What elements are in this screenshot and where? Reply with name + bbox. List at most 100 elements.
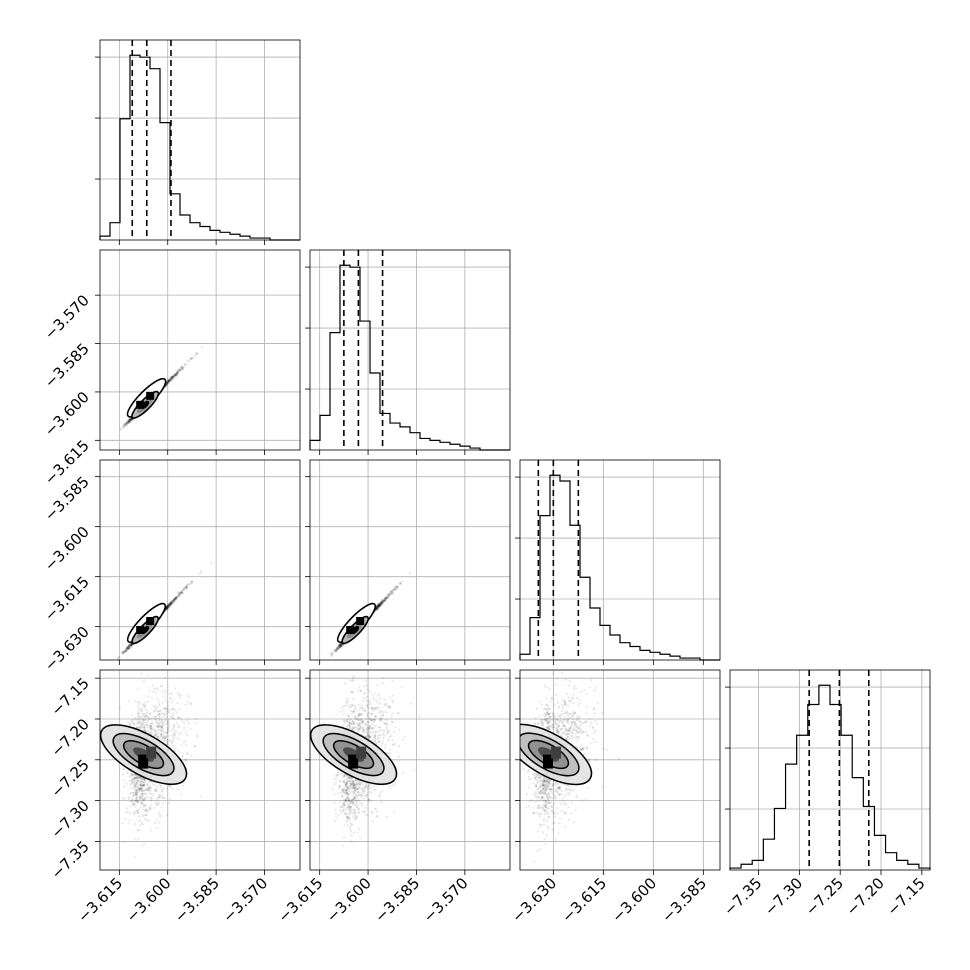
scatter-point: [167, 605, 170, 608]
scatter-point: [385, 595, 388, 598]
scatter-point: [167, 604, 171, 607]
scatter-point: [376, 606, 379, 609]
scatter-point: [166, 382, 169, 385]
scatter-point: [194, 353, 197, 356]
scatter-point: [383, 599, 386, 602]
scatter-point: [334, 650, 337, 653]
scatter-point: [165, 607, 168, 611]
scatter-point: [140, 788, 144, 791]
scatter-point: [341, 644, 344, 648]
scatter-point: [142, 679, 146, 682]
scatter-point: [381, 600, 384, 603]
scatter-point: [190, 357, 194, 360]
scatter-point: [129, 643, 132, 646]
scatter-point: [169, 604, 172, 607]
scatter-point: [165, 606, 168, 609]
scatter-point: [174, 596, 177, 600]
scatter-point: [391, 592, 394, 595]
scatter-point: [378, 604, 381, 607]
scatter-point: [125, 422, 128, 425]
scatter-point: [130, 643, 133, 646]
scatter-contents: [116, 561, 213, 660]
scatter-point: [391, 589, 395, 592]
scatter-contents: [100, 672, 203, 859]
scatter-point: [171, 378, 174, 381]
scatter-point: [172, 707, 175, 710]
scatter-point: [166, 381, 169, 384]
scatter-point: [140, 789, 144, 793]
scatter-point: [169, 379, 172, 382]
axes-frame: [99, 39, 301, 241]
scatter-point: [377, 606, 380, 609]
scatter-point: [130, 417, 133, 421]
scatter-point: [128, 418, 132, 421]
scatter-point: [378, 604, 382, 607]
scatter-point: [128, 420, 131, 423]
scatter-point: [184, 586, 187, 589]
scatter-point: [129, 800, 133, 803]
scatter-point: [338, 645, 342, 648]
scatter-point: [376, 605, 379, 608]
scatter-point: [174, 597, 177, 600]
scatter-point: [395, 586, 399, 589]
scatter-point: [127, 645, 131, 648]
scatter-point: [167, 606, 170, 609]
scatter-point: [387, 596, 390, 599]
scatter-point: [143, 781, 146, 784]
scatter-point: [380, 600, 383, 604]
scatter-point: [392, 589, 395, 593]
scatter-point: [175, 597, 178, 600]
scatter-point: [180, 591, 183, 594]
scatter-point: [379, 603, 382, 606]
scatter-point: [169, 603, 172, 606]
scatter-point: [166, 604, 169, 607]
scatter-point: [129, 419, 132, 422]
scatter-point: [180, 365, 183, 368]
scatter-point: [379, 602, 382, 605]
scatter-point: [160, 806, 163, 809]
scatter-point: [161, 725, 164, 728]
scatter-point: [183, 363, 186, 367]
scatter-point: [340, 643, 343, 646]
scatter-point: [380, 602, 383, 605]
scatter-point: [185, 586, 188, 589]
scatter-point: [166, 381, 170, 384]
scatter-point: [170, 601, 173, 605]
scatter-point: [194, 745, 197, 748]
scatter-point: [377, 606, 380, 609]
scatter-point: [169, 602, 172, 605]
scatter-point: [336, 646, 339, 650]
scatter-point: [130, 644, 134, 647]
scatter-point: [142, 719, 145, 722]
scatter-point: [335, 648, 338, 651]
scatter-point: [175, 595, 178, 598]
scatter-point: [377, 604, 380, 607]
scatter-point: [144, 704, 147, 707]
scatter-point: [379, 601, 383, 604]
scatter-point: [171, 377, 174, 380]
scatter-point: [200, 571, 203, 574]
scatter-point: [170, 602, 173, 605]
scatter-point: [377, 606, 380, 609]
scatter-point: [177, 691, 180, 695]
scatter-point: [179, 366, 182, 369]
scatter-point: [179, 591, 182, 594]
scatter-point: [165, 605, 168, 608]
scatter-point: [386, 594, 390, 597]
scatter-point: [173, 375, 176, 379]
scatter-point: [135, 775, 138, 779]
scatter-point: [188, 583, 191, 586]
scatter-point: [174, 597, 177, 600]
scatter-point: [140, 792, 144, 795]
histogram-panel-0: [95, 39, 301, 245]
scatter-point: [166, 605, 169, 608]
scatter-point: [165, 606, 168, 609]
scatter-point: [383, 598, 386, 602]
scatter-point: [339, 643, 342, 646]
scatter-point: [382, 599, 386, 603]
scatter-point: [394, 587, 397, 590]
scatter-point: [337, 648, 340, 651]
scatter-point: [381, 600, 385, 603]
scatter-point: [129, 644, 133, 647]
scatter-point: [138, 776, 141, 779]
